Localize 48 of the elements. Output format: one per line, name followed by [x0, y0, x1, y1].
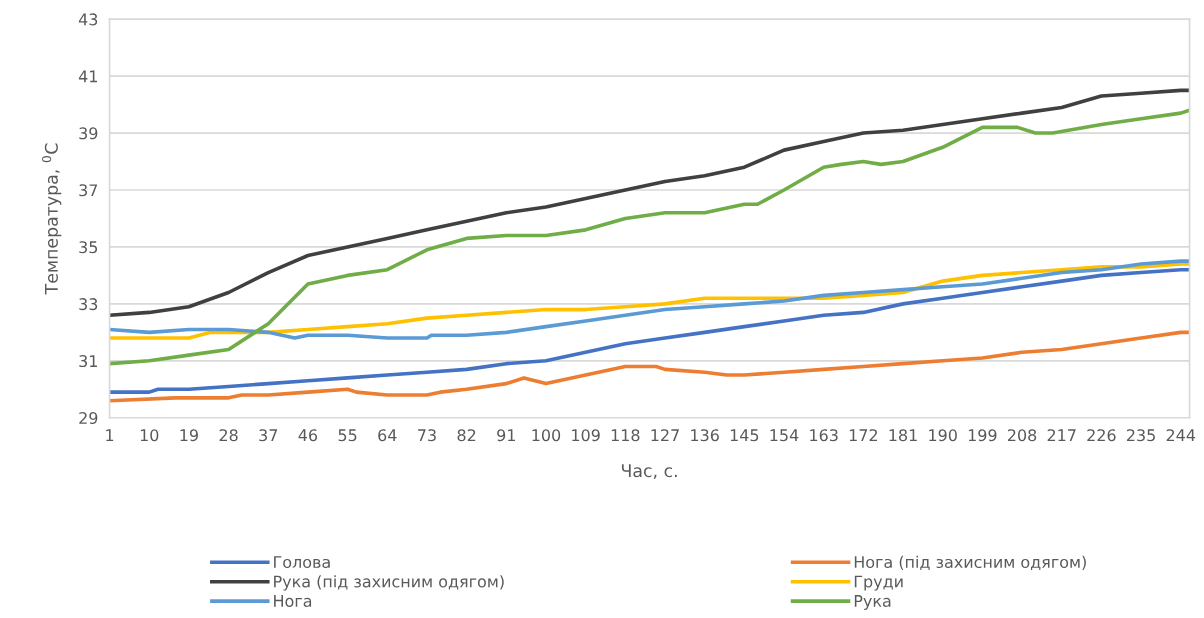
- x-tick-label: 73: [418, 429, 436, 442]
- x-tick-label: 19: [180, 429, 198, 442]
- y-tick-label: 41: [78, 70, 97, 83]
- x-tick-label: 10: [140, 429, 159, 442]
- x-axis-title: Час, с.: [621, 464, 677, 479]
- line-series: [109, 267, 1190, 394]
- x-tick-label: 109: [572, 429, 600, 442]
- y-tick-label: 29: [79, 411, 98, 425]
- x-tick-label: 244: [1166, 429, 1196, 442]
- x-tick-label: 127: [651, 429, 679, 442]
- x-tick-label: 208: [1007, 429, 1037, 442]
- x-tick-label: 172: [849, 429, 877, 442]
- x-tick-label: 64: [378, 429, 397, 442]
- x-tick-label: 136: [691, 429, 719, 442]
- y-tick-label: 35: [79, 241, 98, 254]
- x-tick-label: 154: [770, 429, 799, 442]
- y-tick-label: 37: [79, 184, 98, 197]
- x-tick-label: 190: [929, 429, 957, 442]
- x-tick-label: 28: [219, 429, 238, 442]
- x-tick-label: 1: [106, 429, 114, 442]
- line-series: [109, 330, 1190, 403]
- legend-label: Груди: [854, 575, 903, 591]
- legend-label: Голова: [274, 556, 330, 569]
- x-tick-label: 217: [1047, 429, 1076, 442]
- x-tick-label: 145: [730, 429, 759, 442]
- x-tick-label: 82: [457, 429, 476, 442]
- x-tick-label: 100: [532, 429, 561, 442]
- x-tick-label: 235: [1126, 429, 1155, 442]
- line-series: [109, 108, 1190, 366]
- y-tick-label: 39: [79, 127, 98, 140]
- y-tick-label: 43: [78, 13, 98, 26]
- x-tick-label: 55: [338, 429, 357, 442]
- x-tick-label: 37: [259, 429, 278, 442]
- y-tick-label: 33: [79, 298, 98, 311]
- x-tick-label: 91: [497, 429, 515, 442]
- legend-label: Рука: [854, 595, 891, 611]
- legend-label: Нога: [274, 595, 312, 607]
- line-series: [109, 88, 1190, 318]
- x-tick-label: 163: [810, 429, 838, 442]
- y-axis-title: Температура, $^{0}$C: [42, 143, 62, 295]
- x-tick-label: 118: [611, 429, 640, 442]
- legend-label: Рука (під захисним одягом): [274, 575, 504, 591]
- x-tick-label: 46: [298, 429, 318, 442]
- x-tick-label: 199: [968, 429, 997, 442]
- y-tick-label: 31: [79, 355, 97, 368]
- x-tick-label: 226: [1087, 429, 1116, 442]
- x-tick-label: 181: [889, 429, 917, 442]
- legend-label: Нога (під захисним одягом): [854, 555, 1086, 571]
